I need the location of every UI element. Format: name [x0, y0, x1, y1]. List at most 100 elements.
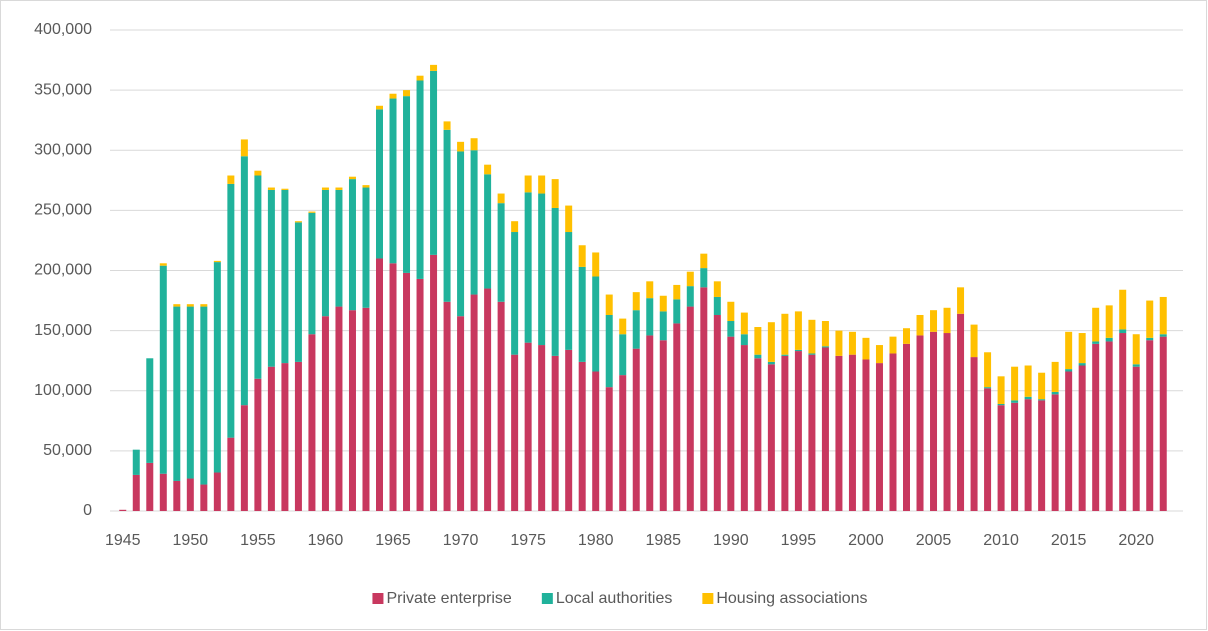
bar-segment [1038, 372, 1046, 400]
bar-segment [538, 175, 546, 194]
bar-segment [1038, 399, 1046, 401]
bar-segment [470, 138, 478, 151]
y-tick-label: 0 [83, 502, 92, 519]
bar-segment [416, 80, 424, 279]
bar-segment [470, 294, 478, 511]
bar-segment [227, 175, 235, 184]
bar-segment [632, 292, 640, 311]
bar-segment [1119, 329, 1127, 334]
bar-segment [957, 313, 965, 511]
bar-segment [889, 336, 897, 354]
bar-segment [254, 170, 262, 176]
bar-segment [713, 296, 721, 315]
bar-segment [200, 304, 208, 307]
bar-segment [835, 330, 843, 356]
bar-segment [1065, 371, 1073, 511]
y-tick-label: 250,000 [34, 202, 92, 219]
legend-label: Housing associations [716, 590, 867, 607]
bar-segment [159, 263, 167, 266]
bar-segment [159, 473, 167, 511]
bar-segment [376, 258, 383, 511]
bar-segment [754, 327, 762, 355]
bar-segment [1146, 337, 1154, 341]
bar-segment [403, 272, 411, 511]
bar-segment [916, 335, 924, 511]
bar-segment [321, 189, 329, 317]
bar-segment [1159, 334, 1167, 337]
bar-segment [862, 337, 870, 360]
bar-segment [173, 306, 181, 481]
bar-segment [538, 193, 546, 346]
bar-segment [551, 355, 559, 511]
bar-segment [1146, 300, 1154, 338]
bar-segment [943, 333, 951, 511]
bar-segment [1011, 400, 1019, 403]
bar-segment [592, 371, 600, 511]
bar-segment [835, 355, 843, 511]
bar-segment [416, 75, 424, 81]
bar-segment [254, 175, 262, 379]
bar-segment [1011, 366, 1019, 401]
bar-segment [984, 387, 992, 389]
bar-segment [781, 354, 789, 356]
bar-segment [1105, 341, 1113, 511]
bar-segment [200, 484, 208, 511]
legend-swatch [702, 593, 714, 604]
bar-segment [713, 281, 721, 297]
bar-segment [335, 189, 343, 307]
bar-segment [700, 287, 708, 511]
x-tick-label: 2000 [848, 532, 884, 549]
x-tick-label: 1975 [510, 532, 546, 549]
y-tick-label: 350,000 [34, 81, 92, 98]
bar-segment [416, 278, 424, 511]
bar-segment [389, 93, 397, 99]
bar-segment [389, 98, 397, 264]
x-tick-label: 1945 [105, 532, 141, 549]
x-tick-label: 1995 [781, 532, 817, 549]
bar-segment [457, 151, 465, 317]
bar-segment [1105, 337, 1113, 342]
y-tick-label: 100,000 [34, 382, 92, 399]
bar-segment [808, 354, 816, 511]
bar-segment [740, 334, 748, 346]
x-tick-label: 1970 [443, 532, 479, 549]
bar-segment [984, 352, 992, 388]
x-tick-label: 1985 [645, 532, 681, 549]
bar-segment [146, 462, 154, 511]
x-tick-label: 1990 [713, 532, 749, 549]
bar-segment [443, 121, 451, 130]
bar-segment [457, 141, 465, 152]
bar-segment [903, 343, 910, 511]
bar-segment [794, 351, 802, 511]
bar-segment [727, 321, 735, 337]
bar-segment [484, 164, 492, 175]
bar-segment [1011, 402, 1019, 511]
bar-segment [821, 321, 829, 347]
bar-segment [403, 90, 411, 97]
bar-segment [267, 366, 275, 511]
bar-segment [173, 304, 181, 307]
bar-segment [551, 207, 559, 356]
bar-segment [646, 281, 654, 299]
bar-segment [808, 319, 816, 354]
bar-segment [362, 185, 370, 188]
bar-segment [1132, 366, 1140, 511]
bar-segment [443, 301, 451, 511]
bar-segment [281, 363, 289, 511]
bar-segment [254, 378, 262, 511]
bar-segment [1159, 336, 1167, 511]
bar-segment [376, 105, 383, 110]
x-tick-label: 1980 [578, 532, 614, 549]
bar-segment [821, 347, 829, 511]
y-tick-label: 300,000 [34, 141, 92, 158]
x-tick-label: 1965 [375, 532, 411, 549]
bar-segment [186, 478, 194, 511]
bar-segment [767, 361, 775, 365]
bar-segment [903, 328, 910, 344]
y-tick-label: 150,000 [34, 322, 92, 339]
bar-segment [267, 189, 275, 367]
bar-segment [227, 437, 235, 511]
bar-segment [1024, 365, 1032, 397]
legend-label: Private enterprise [386, 590, 511, 607]
bar-segment [200, 306, 208, 485]
